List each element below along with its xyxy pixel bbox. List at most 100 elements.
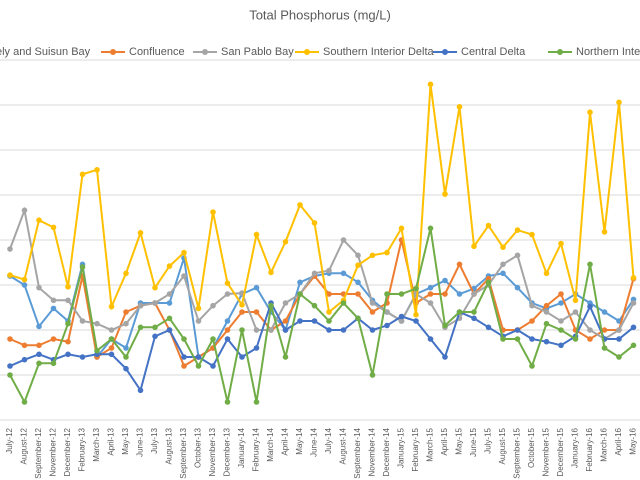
- point: [253, 284, 260, 291]
- point: [355, 279, 361, 286]
- point: [500, 261, 506, 268]
- point: [311, 270, 318, 277]
- point: [355, 291, 361, 297]
- point: [123, 345, 129, 351]
- point: [456, 291, 463, 297]
- point: [268, 302, 274, 309]
- point: [21, 276, 28, 283]
- x-tick-label: July-14: [324, 427, 333, 453]
- point: [369, 309, 376, 315]
- x-tick-label: January-16: [571, 427, 580, 468]
- point: [311, 302, 318, 309]
- x-tick-label: September-14: [353, 427, 362, 478]
- x-tick-label: March-14: [266, 427, 275, 461]
- point: [21, 282, 28, 288]
- point: [369, 372, 376, 378]
- point: [558, 240, 564, 247]
- point: [529, 336, 535, 342]
- point: [268, 269, 274, 276]
- point: [65, 284, 71, 290]
- x-tick-label: April-16: [614, 427, 623, 455]
- point: [427, 336, 434, 342]
- point: [239, 354, 245, 360]
- x-tick-label: July-13: [150, 427, 159, 453]
- point: [616, 354, 622, 360]
- x-tick-label: September-13: [179, 427, 188, 478]
- point: [79, 354, 86, 360]
- point: [471, 291, 477, 297]
- point: [485, 222, 492, 229]
- point: [166, 327, 173, 333]
- point: [65, 297, 71, 304]
- point: [195, 305, 202, 312]
- point: [630, 300, 637, 306]
- series-line: [9, 239, 635, 368]
- point: [253, 399, 260, 405]
- point: [471, 243, 477, 250]
- point: [369, 252, 376, 259]
- point: [543, 320, 550, 327]
- point: [108, 336, 115, 342]
- point: [36, 217, 42, 223]
- point: [326, 318, 332, 324]
- point: [137, 230, 144, 236]
- point: [166, 315, 173, 322]
- point: [7, 336, 13, 342]
- point: [123, 270, 129, 277]
- point: [442, 191, 448, 197]
- point: [514, 227, 521, 233]
- x-tick-label: April-14: [281, 427, 290, 455]
- point: [79, 171, 86, 178]
- point: [36, 351, 42, 358]
- point: [384, 322, 390, 329]
- point: [253, 309, 260, 315]
- point: [239, 327, 245, 333]
- point: [21, 399, 28, 405]
- point: [355, 315, 361, 322]
- point: [340, 270, 347, 277]
- point: [210, 363, 216, 369]
- point: [601, 345, 608, 351]
- point: [282, 300, 289, 306]
- point: [123, 365, 129, 372]
- point: [514, 336, 521, 342]
- point: [108, 303, 115, 310]
- point: [413, 285, 419, 292]
- x-tick-label: August-13: [165, 427, 174, 464]
- x-tick-label: February-16: [585, 427, 594, 471]
- x-tick-label: August-15: [498, 427, 507, 464]
- point: [442, 291, 448, 297]
- point: [50, 360, 57, 367]
- point: [152, 333, 158, 340]
- point: [181, 273, 187, 279]
- legend-label: Southern Interior Delta: [323, 46, 435, 58]
- point: [297, 318, 303, 324]
- x-tick-label: February-13: [78, 427, 87, 471]
- point: [94, 167, 100, 173]
- x-tick-label: May-13: [121, 427, 130, 454]
- point: [65, 351, 71, 358]
- legend-label: Northern Inter: [576, 46, 640, 58]
- point: [181, 336, 187, 342]
- point: [297, 291, 303, 297]
- point: [340, 300, 347, 306]
- point: [340, 237, 347, 243]
- point: [558, 300, 564, 306]
- x-tick-label: November-14: [368, 427, 377, 476]
- x-tick-label: April-15: [440, 427, 449, 455]
- x-tick-label: March-13: [92, 427, 101, 461]
- point: [442, 277, 448, 284]
- x-tick-label: July-12: [5, 427, 14, 453]
- point: [485, 324, 492, 331]
- point: [137, 302, 144, 309]
- point: [398, 313, 405, 320]
- point: [210, 209, 216, 215]
- point: [123, 320, 129, 327]
- point: [21, 356, 28, 363]
- point: [529, 318, 535, 324]
- point: [297, 279, 303, 286]
- point: [500, 244, 506, 250]
- point: [456, 261, 463, 268]
